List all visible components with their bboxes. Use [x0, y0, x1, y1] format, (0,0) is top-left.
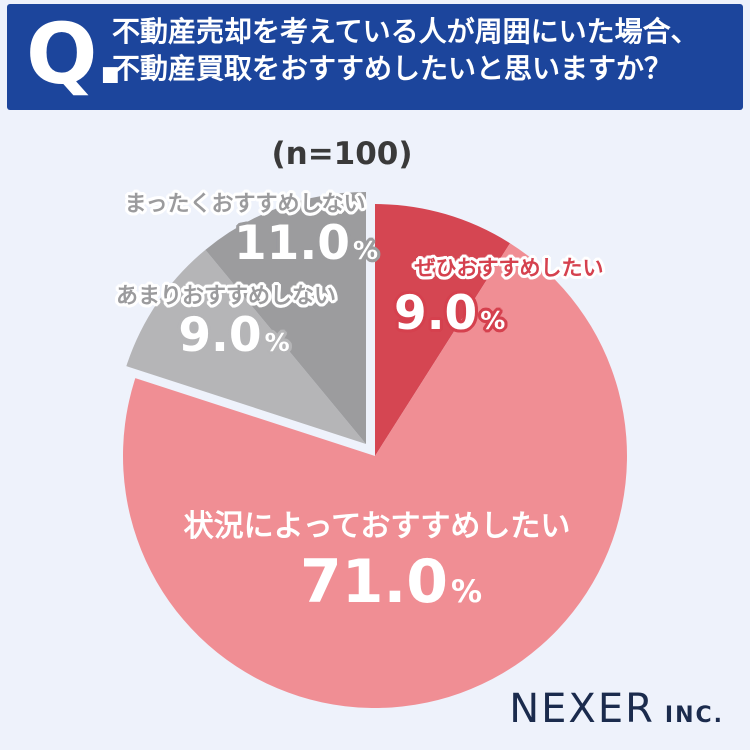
slice-label-mattaku: まったくおすすめしない — [124, 192, 366, 217]
slice-pct-zehi-value: 9.0 — [394, 286, 478, 341]
question-title: 不動産売却を考えている人が周囲にいた場合、 不動産買取をおすすめしたいと思います… — [112, 13, 699, 87]
slice-pct-zehi: 9.0% — [394, 290, 505, 337]
pie-slice-2 — [126, 249, 366, 444]
q-mark: Q. — [26, 5, 126, 103]
slice-pct-zehi-unit: % — [480, 306, 506, 335]
nexer-logo-main: NEXER — [509, 686, 655, 732]
slice-pct-amari-value: 9.0 — [178, 308, 262, 363]
slice-pct-amari-unit: % — [264, 328, 290, 357]
pie-slice-0 — [375, 204, 511, 456]
nexer-logo-sub: INC. — [664, 703, 724, 728]
nexer-logo: NEXER INC. — [509, 686, 724, 732]
slice-pct-mattaku-unit: % — [352, 236, 379, 265]
slice-label-joukyou: 状況によっておすすめしたい — [183, 509, 571, 544]
question-header — [7, 4, 743, 110]
slice-pct-joukyou-value: 71.0 — [299, 547, 448, 617]
slice-pct-mattaku-value: 11.0 — [233, 216, 350, 271]
slice-label-amari: あまりおすすめしない — [115, 284, 337, 309]
slice-pct-mattaku: 11.0% — [234, 220, 378, 267]
slice-label-zehi: ぜひおすすめしたい — [414, 256, 604, 280]
question-title-line2: 不動産買取をおすすめしたいと思いますか？ — [112, 52, 673, 85]
slice-pct-amari: 9.0% — [178, 312, 289, 359]
slice-pct-joukyou: 71.0% — [300, 552, 482, 612]
question-title-line1: 不動産売却を考えている人が周囲にいた場合、 — [112, 15, 699, 48]
sample-size-label: (n=100) — [271, 136, 413, 172]
slice-pct-joukyou-unit: % — [450, 574, 483, 610]
pie-slice-1 — [123, 243, 628, 708]
pie-slice-3 — [205, 192, 366, 444]
